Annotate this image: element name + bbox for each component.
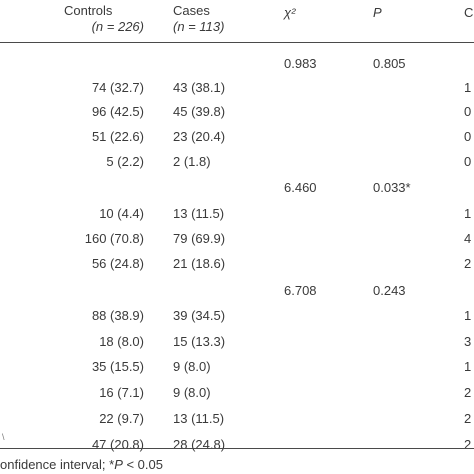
cell-controls: 56 (24.8)	[91, 256, 144, 271]
cell-controls: 96 (42.5)	[91, 104, 144, 119]
header-cases-label: Cases	[173, 3, 210, 18]
cell-controls: 160 (70.8)	[84, 231, 144, 246]
header-rule	[0, 42, 474, 43]
stray-mark: \	[2, 432, 5, 442]
cell-or: 2	[464, 411, 472, 426]
header-or: C	[464, 5, 474, 20]
cell-controls: 51 (22.6)	[91, 129, 144, 144]
cell-or: 2	[464, 256, 472, 271]
cell-p: 0.033*	[373, 180, 411, 195]
cell-chi: 6.460	[284, 180, 317, 195]
cell-p: 0.805	[373, 56, 406, 71]
cell-cases: 43 (38.1)	[173, 80, 226, 95]
footnote-p: P	[114, 457, 123, 472]
cell-p: 0.243	[373, 283, 406, 298]
cell-or: 0	[464, 129, 472, 144]
cell-controls: 74 (32.7)	[91, 80, 144, 95]
cell-controls: 22 (9.7)	[99, 411, 144, 426]
header-controls-n: (n = 226)	[91, 19, 144, 34]
cell-cases: 9 (8.0)	[173, 385, 211, 400]
cell-cases: 9 (8.0)	[173, 359, 211, 374]
header-cases-n: (n = 113)	[173, 19, 225, 34]
cell-or: 2	[464, 437, 472, 452]
cell-or: 0	[464, 154, 472, 169]
cell-or: 1	[464, 359, 472, 374]
header-p-value: P	[373, 5, 382, 20]
cell-cases: 39 (34.5)	[173, 308, 226, 323]
cell-cases: 45 (39.8)	[173, 104, 226, 119]
header-cases: Cases (n = 113)	[173, 3, 224, 35]
footer-rule	[0, 448, 474, 449]
cell-controls: 10 (4.4)	[99, 206, 144, 221]
cell-cases: 79 (69.9)	[173, 231, 226, 246]
cell-controls: 35 (15.5)	[91, 359, 144, 374]
cell-cases: 28 (24.8)	[173, 437, 226, 452]
header-chi-square: χ²	[284, 5, 296, 20]
cell-cases: 23 (20.4)	[173, 129, 226, 144]
cell-or: 1	[464, 308, 472, 323]
cell-or: 3	[464, 334, 472, 349]
footnote-text-a: onfidence interval; *	[0, 457, 115, 472]
cell-controls: 47 (20.8)	[91, 437, 144, 452]
footnote: onfidence interval; *P < 0.05	[0, 457, 163, 472]
cell-controls: 16 (7.1)	[99, 385, 144, 400]
cell-chi: 6.708	[284, 283, 317, 298]
cell-or: 0	[464, 104, 472, 119]
cell-or: 4	[464, 231, 472, 246]
cell-controls: 88 (38.9)	[91, 308, 144, 323]
cell-or: 1	[464, 206, 472, 221]
header-controls-label: Controls	[64, 3, 113, 18]
cell-or: 2	[464, 385, 472, 400]
footnote-text-b: < 0.05	[122, 457, 163, 472]
cell-cases: 13 (11.5)	[173, 411, 225, 426]
cell-cases: 2 (1.8)	[173, 154, 211, 169]
cell-cases: 21 (18.6)	[173, 256, 226, 271]
cell-cases: 15 (13.3)	[173, 334, 226, 349]
cell-cases: 13 (11.5)	[173, 206, 225, 221]
cell-chi: 0.983	[284, 56, 317, 71]
header-controls: Controls (n = 226)	[64, 3, 144, 35]
cell-or: 1	[464, 80, 472, 95]
cell-controls: 18 (8.0)	[99, 334, 144, 349]
cell-controls: 5 (2.2)	[106, 154, 144, 169]
